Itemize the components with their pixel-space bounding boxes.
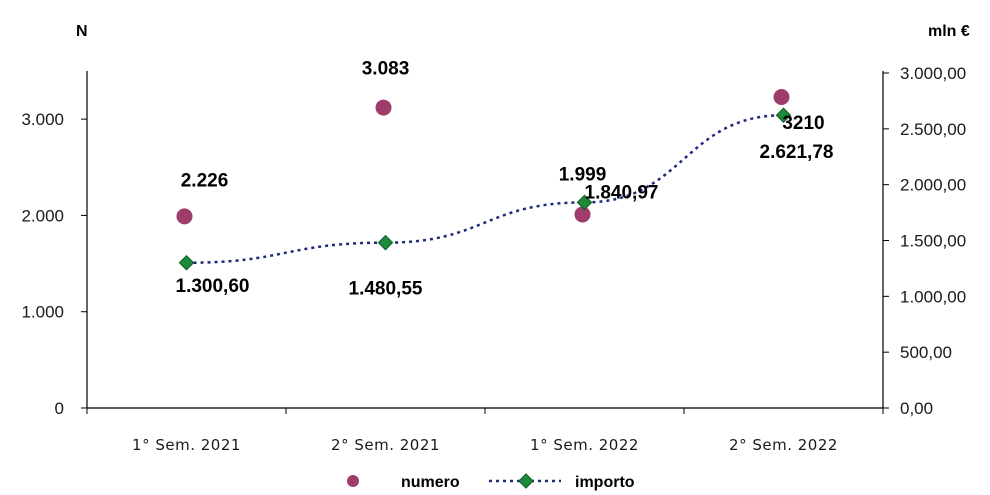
legend-numero-marker (347, 475, 359, 487)
importo-data-label: 1.300,60 (176, 276, 250, 297)
right-tick-label: 3.000,00 (900, 64, 966, 83)
numero-data-label: 2.226 (181, 170, 229, 191)
importo-line (186, 113, 784, 265)
x-tick-label: 2° Sem. 2022 (729, 436, 838, 454)
numero-data-label: 3210 (782, 113, 824, 134)
importo-data-label: 1.840,97 (585, 182, 659, 203)
importo-point (775, 107, 792, 124)
tick-group: 0 1.000 2.000 3.000 0,00 500,00 1.000,00 1.500,… (21, 64, 966, 454)
left-axis-unit: N (76, 23, 88, 40)
numero-data-label: 3.083 (362, 59, 410, 80)
numero-point (176, 208, 193, 225)
x-tick-label: 1° Sem. 2022 (530, 436, 639, 454)
importo-point (576, 194, 593, 211)
left-tick-label: 3.000 (21, 110, 64, 129)
left-tick-label: 2.000 (21, 206, 64, 225)
axes (86, 71, 884, 409)
legend-importo-marker (518, 473, 534, 489)
x-tick-label: 2° Sem. 2021 (331, 436, 440, 454)
numero-point (375, 99, 392, 116)
legend: numero importo (347, 473, 635, 491)
numero-point (574, 206, 591, 223)
numero-point (773, 88, 790, 105)
left-tick-label: 1.000 (21, 303, 64, 322)
importo-data-label: 1.480,55 (349, 279, 423, 300)
right-tick-label: 2.000,00 (900, 176, 966, 195)
numero-data-label: 1.999 (559, 164, 607, 185)
importo-data-label: 2.621,78 (760, 142, 834, 163)
right-tick-label: 2.500,00 (900, 120, 966, 139)
x-tick-label: 1° Sem. 2021 (132, 436, 241, 454)
importo-point (377, 234, 394, 251)
right-tick-label: 1.500,00 (900, 232, 966, 251)
data-labels: 2.226 3.083 1.999 3210 1.300,60 1.480,55 1.840… (176, 59, 834, 300)
left-tick-label: 0 (55, 399, 64, 418)
right-axis-unit: mln € (928, 23, 970, 40)
importo-point (178, 254, 195, 271)
right-tick-label: 500,00 (900, 343, 952, 362)
legend-importo-label: importo (575, 474, 635, 491)
right-tick-label: 0,00 (900, 399, 933, 418)
legend-numero-label: numero (401, 474, 460, 491)
series-layer (176, 88, 792, 271)
right-tick-label: 1.000,00 (900, 287, 966, 306)
